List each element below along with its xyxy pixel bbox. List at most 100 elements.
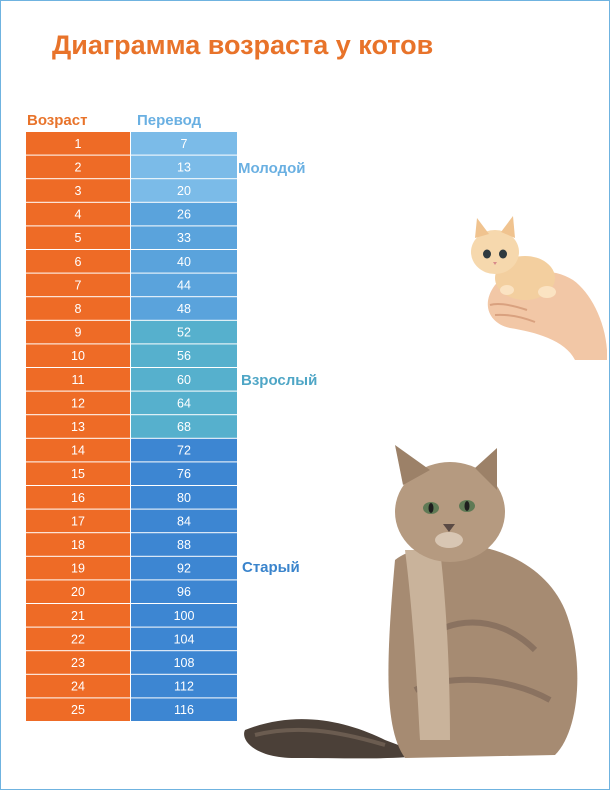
- human-age-cell-value: 92: [177, 562, 191, 576]
- age-cell-bg: [26, 273, 130, 297]
- human-age-cell-value: 44: [177, 278, 191, 292]
- age-cell-value: 14: [71, 444, 85, 458]
- age-cell-value: 3: [75, 184, 82, 198]
- age-cell-value: 9: [75, 326, 82, 340]
- age-cell-bg: [26, 344, 130, 367]
- age-cell-value: 23: [71, 656, 85, 670]
- stage-label-adult: Взрослый: [241, 372, 318, 389]
- age-cell-bg: [26, 580, 130, 603]
- human-age-cell-value: 64: [177, 396, 191, 410]
- human-age-cell-bg: [131, 226, 237, 249]
- age-cell-bg: [26, 250, 130, 273]
- age-cell-value: 16: [71, 491, 85, 505]
- human-age-cell-bg: [131, 698, 237, 721]
- age-cell-bg: [26, 698, 130, 721]
- age-cell-bg: [26, 226, 130, 249]
- human-age-cell-value: 56: [177, 349, 191, 363]
- age-cell-bg: [26, 651, 130, 674]
- age-cell-value: 7: [75, 278, 82, 292]
- age-cell-value: 10: [71, 349, 85, 363]
- age-cell-value: 22: [71, 632, 85, 646]
- age-cell-value: 15: [71, 467, 85, 481]
- human-age-cell-bg: [131, 297, 237, 320]
- age-cell-value: 25: [71, 703, 85, 717]
- age-cell-bg: [26, 179, 130, 202]
- human-age-cell-value: 80: [177, 491, 191, 505]
- sitting-cat-image: [244, 445, 578, 759]
- human-age-cell-value: 72: [177, 444, 191, 458]
- stage-label-old: Старый: [242, 559, 300, 576]
- age-cell-bg: [26, 627, 130, 651]
- human-age-cell-value: 104: [174, 632, 195, 646]
- age-cell-bg: [26, 556, 130, 580]
- human-age-cell-value: 60: [177, 373, 191, 387]
- column-header-human: Перевод: [137, 112, 202, 129]
- stage-label-young: Молодой: [238, 160, 306, 177]
- age-cell-bg: [26, 674, 130, 698]
- age-cell-bg: [26, 486, 130, 509]
- column-header-age: Возраст: [27, 112, 88, 129]
- human-age-cell-value: 84: [177, 514, 191, 528]
- page-title: Диаграмма возраста у котов: [52, 30, 434, 60]
- age-cell-value: 17: [71, 514, 85, 528]
- age-cell-value: 13: [71, 420, 85, 434]
- human-age-cell-bg: [131, 155, 237, 179]
- human-age-cell-bg: [131, 604, 237, 627]
- age-cell-bg: [26, 533, 130, 556]
- human-age-cell-bg: [131, 344, 237, 367]
- human-age-cell-bg: [131, 438, 237, 462]
- age-cell-value: 1: [75, 137, 82, 151]
- human-age-cell-value: 20: [177, 184, 191, 198]
- age-cell-bg: [26, 462, 130, 485]
- human-age-cell-bg: [131, 415, 237, 438]
- human-age-cell-value: 108: [174, 656, 195, 670]
- age-cell-value: 20: [71, 585, 85, 599]
- age-cell-bg: [26, 132, 130, 155]
- age-cell-value: 18: [71, 538, 85, 552]
- age-cell-value: 12: [71, 396, 85, 410]
- human-age-cell-value: 33: [177, 231, 191, 245]
- human-age-cell-bg: [131, 651, 237, 674]
- human-age-cell-bg: [131, 179, 237, 202]
- age-cell-value: 5: [75, 231, 82, 245]
- age-cell-bg: [26, 438, 130, 462]
- age-cell-value: 2: [75, 160, 82, 174]
- human-age-cell-bg: [131, 462, 237, 485]
- human-age-cell-value: 96: [177, 585, 191, 599]
- human-age-cell-bg: [131, 250, 237, 273]
- human-age-cell-bg: [131, 391, 237, 415]
- age-cell-value: 8: [75, 302, 82, 316]
- human-age-cell-bg: [131, 273, 237, 297]
- human-age-cell-value: 68: [177, 420, 191, 434]
- age-cell-bg: [26, 391, 130, 415]
- human-age-cell-bg: [131, 132, 237, 155]
- kitten-in-hand-image: [471, 216, 607, 360]
- age-cell-bg: [26, 297, 130, 320]
- human-age-cell-bg: [131, 533, 237, 556]
- human-age-cell-value: 88: [177, 538, 191, 552]
- age-cell-bg: [26, 320, 130, 344]
- age-cell-bg: [26, 368, 130, 391]
- human-age-cell-value: 76: [177, 467, 191, 481]
- age-cell-value: 19: [71, 562, 85, 576]
- human-age-cell-value: 40: [177, 255, 191, 269]
- age-cell-bg: [26, 604, 130, 627]
- age-cell-value: 11: [72, 373, 85, 387]
- human-age-cell-bg: [131, 509, 237, 533]
- human-age-cell-bg: [131, 486, 237, 509]
- age-cell-value: 4: [75, 208, 82, 222]
- human-age-cell-value: 26: [177, 208, 191, 222]
- human-age-cell-value: 7: [181, 137, 188, 151]
- age-cell-value: 6: [75, 255, 82, 269]
- human-age-cell-value: 13: [177, 160, 191, 174]
- human-age-cell-value: 116: [174, 703, 194, 717]
- age-cell-bg: [26, 155, 130, 179]
- human-age-cell-value: 48: [177, 302, 191, 316]
- human-age-cell-bg: [131, 674, 237, 698]
- human-age-cell-bg: [131, 202, 237, 226]
- age-cell-bg: [26, 509, 130, 533]
- age-cell-value: 24: [71, 680, 85, 694]
- human-age-cell-bg: [131, 368, 237, 391]
